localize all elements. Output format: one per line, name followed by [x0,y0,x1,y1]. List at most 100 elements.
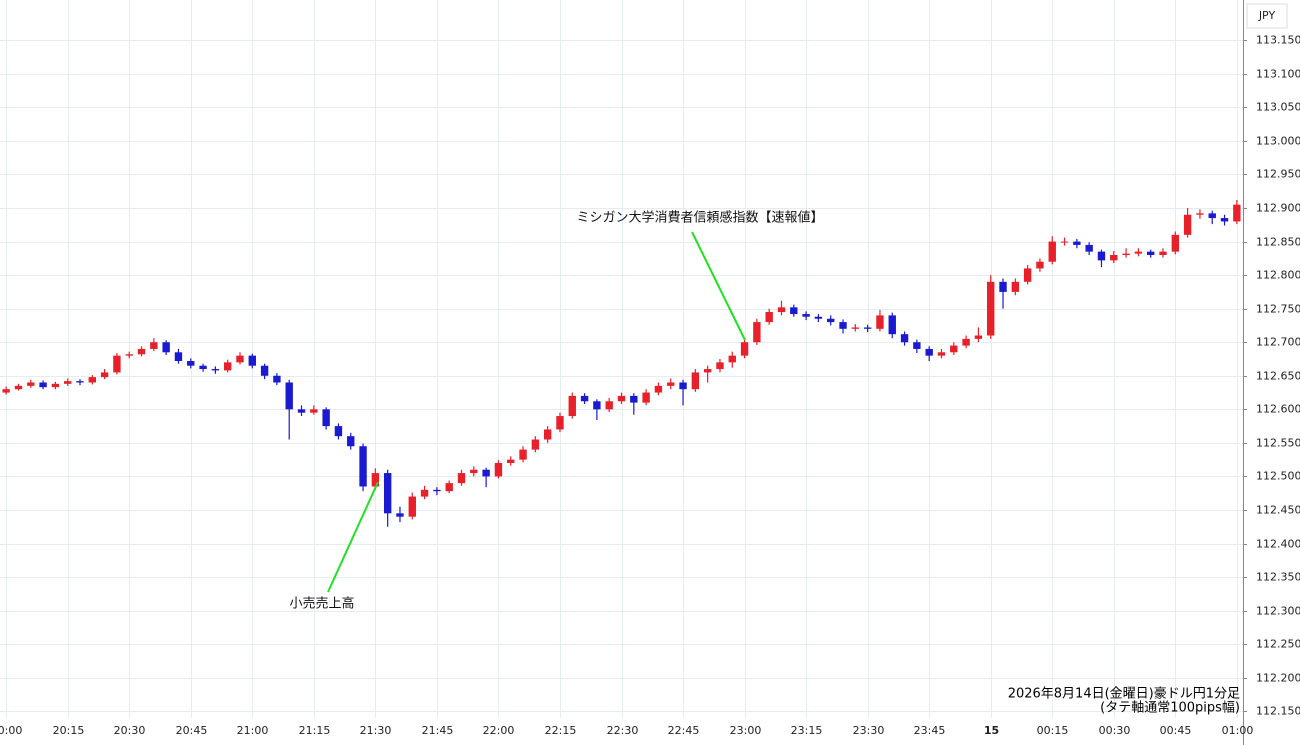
y-tick-label: 112.250 [1256,638,1300,651]
candle-body [679,382,687,390]
y-tick-label: 113.000 [1256,135,1300,148]
candle-body [260,365,269,376]
candle-body [519,449,527,460]
candle-body [150,342,158,349]
x-tick-label: 00:45 [1160,724,1192,737]
x-tick-label: 22:00 [483,724,515,737]
currency-label: JPY [1258,9,1276,22]
y-tick-label: 112.300 [1256,605,1300,618]
candle-body [322,409,330,427]
candle-body [1060,241,1069,243]
candle-body [839,322,847,329]
candle-body [470,469,478,474]
candle-body [654,385,663,393]
candle-body [1159,251,1167,255]
candle-body [236,355,244,363]
candle-body [51,383,60,388]
candle-body [1023,268,1032,282]
x-tick-label: 22:45 [668,724,700,737]
candle-body [297,409,306,413]
candle-body [248,355,256,366]
candle-body [974,335,983,339]
y-tick-label: 112.850 [1256,236,1300,249]
candle-body [125,354,133,356]
annotation: 小売売上高 [289,596,354,612]
candle-body [593,401,601,410]
x-tick-label: 00:30 [1099,724,1131,737]
candle-body [1220,218,1229,222]
candle-body [605,401,613,410]
candle-body [88,377,96,383]
candle-body [937,352,946,356]
candle-body [63,381,72,384]
candle-body [285,382,293,410]
candle-body [531,439,540,450]
candle-body [14,385,23,390]
candle-body [999,281,1007,292]
candle-body [1011,281,1020,292]
candle-body [765,312,773,323]
candle-body [876,315,884,329]
candle-body [950,345,958,353]
candle-body [556,416,564,430]
candle-body [347,436,355,447]
y-tick-label: 112.800 [1256,269,1300,282]
x-tick-label: 22:15 [545,724,577,737]
candle-body [827,318,835,323]
candle-body [420,489,429,497]
candles [2,199,1241,527]
candle-body [987,281,995,336]
annotation-line [691,231,746,341]
grid [0,0,1243,718]
y-tick-label: 112.400 [1256,538,1300,551]
candle-body [691,372,700,390]
candle-body [962,338,970,346]
candle-body [187,361,195,366]
candle-body [408,496,416,517]
candle-body [642,392,650,403]
x-tick-label: 21:00 [237,724,269,737]
candle-body [753,322,761,343]
x-tick-label: 01:00 [1222,724,1254,737]
x-tick-label: 20:30 [114,724,146,737]
annotation-line [327,481,379,593]
y-tick-label: 112.550 [1256,437,1300,450]
x-tick-label: 22:30 [607,724,639,737]
y-tick-label: 112.150 [1256,705,1300,718]
y-tick-label: 112.200 [1256,672,1300,685]
candle-body [1233,204,1241,222]
candle-body [445,483,453,492]
y-tick-label: 112.900 [1256,202,1300,215]
candle-body [1122,253,1130,255]
x-tick-label: 20:45 [176,724,208,737]
annotation: ミシガン大学消費者信頼感指数【速報値】 [576,210,823,226]
candle-body [667,382,675,386]
candle-body [1036,261,1044,269]
candle-body [1048,241,1056,262]
candle-body [1085,244,1093,252]
candle-body [1073,241,1081,245]
y-tick-label: 112.950 [1256,168,1300,181]
caption: (タテ軸通常100pips幅) [1100,701,1240,716]
y-tick-label: 113.100 [1256,68,1300,81]
x-tick-label: 20:15 [53,724,85,737]
x-tick-label: 21:15 [299,724,331,737]
candle-body [703,369,712,373]
candle-body [39,382,47,388]
candle-body [1183,214,1192,235]
x-tick-label: 23:15 [791,724,823,737]
candle-body [310,409,318,413]
candle-body [728,355,736,363]
y-tick-label: 112.600 [1256,403,1300,416]
y-tick-label: 112.650 [1256,370,1300,383]
candle-body [113,355,121,373]
candle-body [790,307,798,315]
candle-body [396,513,404,517]
candle-body [223,362,232,371]
candle-body [900,334,909,343]
x-tick-label: 21:30 [360,724,392,737]
candle-body [1196,213,1204,215]
candle-body [27,382,35,386]
x-tick-label: 15 [984,724,999,737]
candle-body [76,381,84,383]
